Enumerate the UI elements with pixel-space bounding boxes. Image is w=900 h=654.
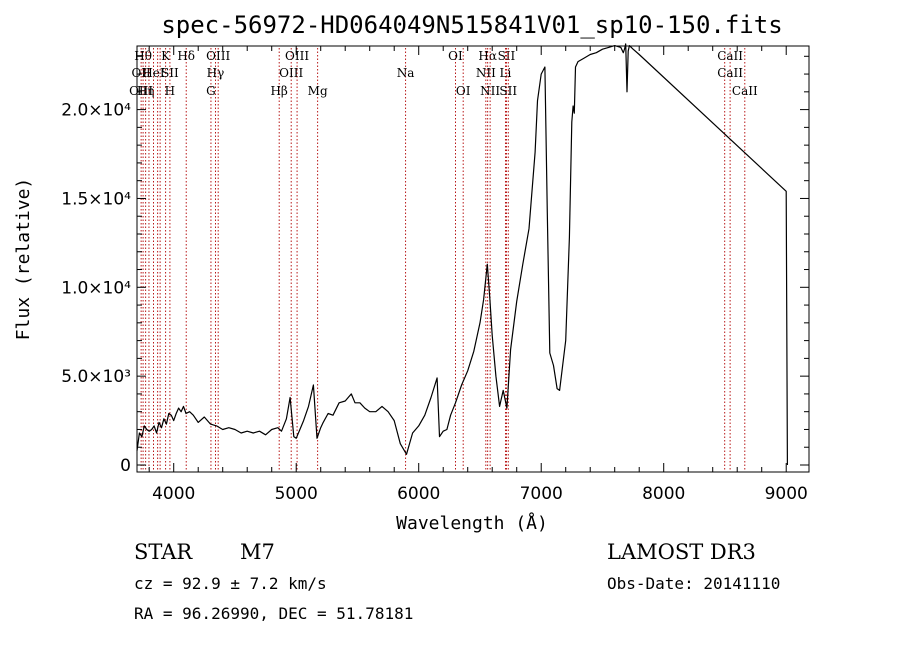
x-tick-label: 4000 (152, 484, 195, 504)
line-label: OI (456, 84, 471, 98)
x-axis-label: Wavelength (Å) (396, 512, 548, 534)
line-label: Hθ (134, 49, 152, 63)
ra-dec-readout: RA = 96.26990, DEC = 51.78181 (134, 604, 413, 623)
y-tick-label: 0 (120, 456, 131, 476)
line-label: SII (499, 84, 517, 98)
line-label: G (206, 84, 216, 98)
line-label: Hη (137, 84, 155, 98)
x-tick-label: 5000 (275, 484, 318, 504)
line-label: Hγ (207, 66, 225, 80)
x-tick-label: 7000 (520, 484, 563, 504)
line-label: Na (397, 66, 415, 80)
redshift-readout: cz = 92.9 ± 7.2 km/s (134, 574, 327, 593)
obs-date: Obs-Date: 20141110 (607, 574, 780, 593)
line-label: OIII (206, 49, 230, 63)
line-label: Hδ (177, 49, 195, 63)
spectrum-line (136, 43, 789, 466)
x-tick-label: 8000 (642, 484, 685, 504)
line-label: H (165, 84, 175, 98)
object-type: STAR (134, 540, 193, 564)
line-label: Mg (308, 84, 328, 98)
line-label: Hα (478, 49, 497, 63)
x-tick-label: 9000 (765, 484, 808, 504)
line-label: OIII (285, 49, 309, 63)
line-label: OII (131, 66, 151, 80)
plot-frame (136, 45, 810, 473)
line-label: CaII (717, 49, 743, 63)
y-tick-label: 2.0×10⁴ (61, 101, 131, 121)
line-label: OIII (129, 84, 153, 98)
line-label: SII (498, 49, 516, 63)
spectral-subclass: M7 (240, 540, 275, 564)
line-label: Hβ (270, 84, 287, 98)
line-label: NII (480, 84, 500, 98)
line-label: NII (476, 66, 496, 80)
line-label: OIII (279, 66, 303, 80)
line-label: OI (448, 49, 463, 63)
y-axis-label: Flux (relative) (13, 178, 34, 341)
x-tick-label: 6000 (397, 484, 440, 504)
emission-lines: OII OIII Hθ Hη HeI K SII H Hδ G Hγ OIII Hβ OIII OIII Mg… (129, 48, 758, 471)
line-label: HeI (142, 66, 165, 80)
line-label: CaII (732, 84, 758, 98)
chart-title: spec-56972-HD064049N515841V01_sp10-150.f… (161, 11, 782, 39)
y-tick-label: 1.0×10⁴ (61, 278, 131, 298)
axis-ticks: 4000 5000 6000 7000 8000 9000 0 5.0×10³ 1.0×10⁴ 1… (61, 46, 809, 504)
survey-name: LAMOST DR3 (607, 540, 756, 564)
y-tick-label: 1.5×10⁴ (61, 189, 131, 209)
series-layer (136, 43, 789, 466)
line-label: K (161, 49, 171, 63)
y-tick-label: 5.0×10³ (61, 367, 131, 387)
line-label: CaII (717, 66, 743, 80)
line-label: SII (161, 66, 179, 80)
line-label: Li (500, 66, 512, 80)
